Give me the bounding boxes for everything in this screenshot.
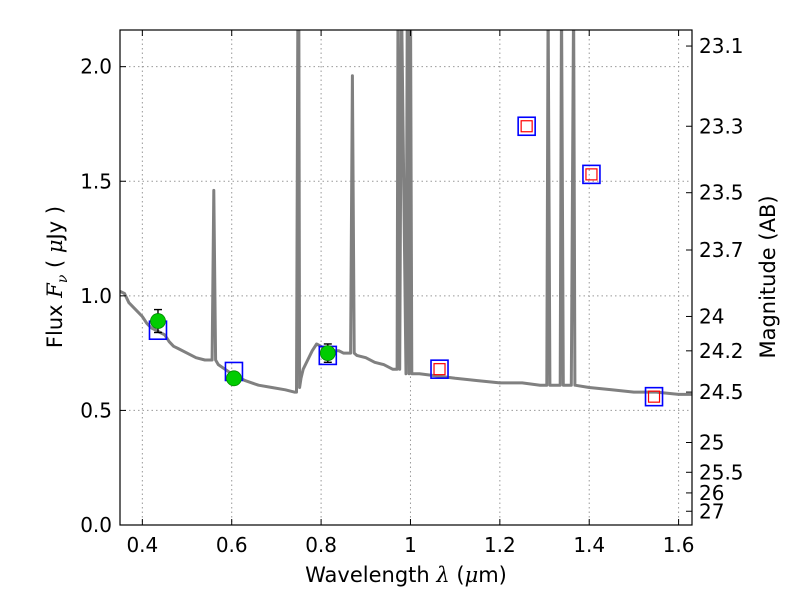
plot-area <box>120 30 692 407</box>
upper-limit-marker <box>647 390 661 403</box>
magnitude-tick-label: 23.7 <box>699 238 744 262</box>
model-flux-marker <box>430 359 449 379</box>
model-flux-marker <box>582 164 601 185</box>
magnitude-tick-label: 24 <box>699 304 724 328</box>
magnitude-tick-label: 24.2 <box>699 339 744 363</box>
ticks: 0.4 0.6 0.8 1 1.2 1.4 1.6 0.0 0.5 1.0 1.5 2.0 23.1 23… <box>80 30 744 557</box>
markers <box>148 116 664 407</box>
y-tick-label: 0.0 <box>80 513 112 537</box>
magnitude-tick-label: 23.1 <box>699 34 744 58</box>
y2-axis-label: Magnitude (AB) <box>756 195 780 358</box>
magnitude-tick-label: 26 <box>699 481 724 505</box>
y-tick-label: 0.5 <box>80 398 112 422</box>
spectrum-line <box>120 30 692 396</box>
observed-flux-point <box>319 345 336 362</box>
magnitude-tick-label: 25.5 <box>699 460 744 484</box>
magnitude-tick-label: 25 <box>699 431 724 455</box>
upper-limit-marker <box>585 168 598 181</box>
model-flux-marker <box>644 386 664 407</box>
x-tick-label: 0.8 <box>305 533 337 557</box>
magnitude-tick-label: 23.5 <box>699 181 744 205</box>
observed-flux-point <box>150 313 166 329</box>
y-tick-label: 2.0 <box>80 55 112 79</box>
upper-limit-marker <box>520 120 533 133</box>
magnitude-tick-label: 27 <box>699 499 724 523</box>
x-tick-label: 1.6 <box>663 533 695 557</box>
x-axis-label: Wavelength λ (μm) <box>305 563 507 587</box>
x-tick-label: 0.6 <box>216 533 248 557</box>
magnitude-tick-label: 24.5 <box>699 380 744 404</box>
x-tick-label: 1.2 <box>484 533 516 557</box>
upper-limit-marker <box>433 363 446 376</box>
x-tick-label: 1 <box>404 533 417 557</box>
model-flux-marker <box>517 116 536 137</box>
plot-frame <box>119 29 693 526</box>
y-axis-label: Flux Fν ( μJy ) <box>43 206 71 348</box>
x-tick-label: 1.4 <box>573 533 605 557</box>
x-tick-label: 0.4 <box>126 533 158 557</box>
y-tick-label: 1.0 <box>80 284 112 308</box>
y-tick-label: 1.5 <box>80 169 112 193</box>
magnitude-tick-label: 23.3 <box>699 114 744 138</box>
observed-flux-point <box>226 370 242 387</box>
